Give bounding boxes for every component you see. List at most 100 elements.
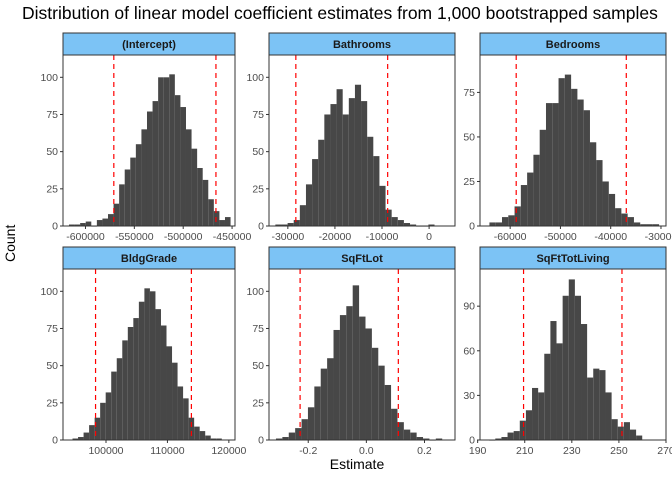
histogram-bar bbox=[314, 386, 321, 440]
histogram-bar bbox=[295, 428, 302, 440]
y-tick-label: 50 bbox=[46, 146, 58, 158]
histogram-bar bbox=[371, 347, 379, 440]
x-axis-title: Estimate bbox=[329, 456, 385, 472]
y-tick-label: 75 bbox=[46, 323, 58, 335]
histogram-bar bbox=[525, 410, 533, 440]
histogram-bar bbox=[495, 222, 502, 226]
x-tick-label: -10000 bbox=[366, 231, 399, 243]
histogram-bar bbox=[354, 84, 362, 226]
histogram-bar bbox=[281, 224, 288, 226]
histogram-bar bbox=[608, 193, 616, 226]
facet-strip-label: Bedrooms bbox=[546, 39, 600, 51]
y-tick-label: 0 bbox=[469, 435, 475, 447]
histogram-bar bbox=[384, 384, 392, 440]
y-tick-label: 25 bbox=[46, 183, 58, 195]
y-tick-label: 100 bbox=[246, 286, 264, 298]
histogram-bar bbox=[550, 321, 557, 440]
histogram-bar bbox=[602, 181, 609, 226]
x-tick-label: -500000 bbox=[164, 231, 203, 243]
histogram-bar bbox=[318, 139, 325, 226]
histogram-bar bbox=[589, 142, 597, 226]
histogram-bar bbox=[587, 377, 594, 440]
histogram-bar bbox=[199, 431, 206, 440]
histogram-bar bbox=[577, 99, 584, 226]
histogram-bar bbox=[373, 156, 380, 226]
x-tick-label: -0.2 bbox=[299, 445, 317, 457]
histogram-bar bbox=[177, 386, 184, 440]
histogram-bar bbox=[72, 438, 79, 440]
facet-strip-label: SqFtTotLiving bbox=[536, 253, 609, 265]
histogram-bar bbox=[324, 114, 331, 226]
histogram-bar bbox=[514, 206, 521, 226]
histogram-bar bbox=[352, 285, 360, 440]
histogram-bar bbox=[596, 160, 603, 226]
panel-border bbox=[479, 268, 667, 441]
histogram-bar bbox=[287, 223, 294, 226]
y-tick-label: 50 bbox=[252, 360, 264, 372]
histogram-bar bbox=[633, 222, 641, 226]
histogram-bar bbox=[138, 301, 145, 440]
histogram-bar bbox=[197, 168, 203, 226]
histogram-bar bbox=[416, 437, 424, 440]
histogram-bar bbox=[629, 429, 637, 440]
y-tick-label: 25 bbox=[252, 183, 264, 195]
histogram-bar bbox=[342, 114, 349, 226]
histogram-bar bbox=[627, 217, 634, 226]
panel-border bbox=[62, 268, 236, 441]
y-tick-label: 75 bbox=[252, 323, 264, 335]
histogram-bar bbox=[320, 368, 328, 440]
histogram-bar bbox=[423, 438, 430, 440]
histogram-bar bbox=[293, 220, 300, 226]
x-tick-label: -550000 bbox=[115, 231, 154, 243]
y-tick-label: 25 bbox=[463, 176, 475, 188]
histogram-bar bbox=[410, 432, 417, 440]
histogram-bar bbox=[80, 223, 86, 226]
y-tick-label: 25 bbox=[46, 397, 58, 409]
histogram-bar bbox=[599, 370, 606, 440]
histogram-bar bbox=[275, 224, 282, 226]
histogram-bar bbox=[188, 417, 195, 440]
histogram-bar bbox=[288, 432, 296, 440]
histogram-bar bbox=[519, 420, 526, 440]
histogram-bar bbox=[163, 77, 170, 226]
histogram-bar bbox=[538, 392, 545, 440]
y-tick-label: 50 bbox=[46, 360, 58, 372]
histogram-bar bbox=[169, 74, 175, 226]
histogram-bar bbox=[605, 392, 612, 440]
facet-strip-label: SqFtLot bbox=[341, 253, 383, 265]
histogram-bar bbox=[183, 398, 189, 440]
histogram-bar bbox=[89, 425, 95, 440]
histogram-bar bbox=[208, 199, 214, 226]
histogram-bar bbox=[108, 214, 114, 226]
histogram-bar bbox=[636, 435, 643, 440]
histogram-bar bbox=[219, 220, 225, 226]
histogram-bar bbox=[312, 159, 319, 226]
y-tick-label: 30 bbox=[463, 390, 475, 402]
histogram-bar bbox=[113, 203, 120, 226]
histogram-bar bbox=[127, 326, 134, 440]
x-tick-label: 110000 bbox=[150, 445, 184, 457]
histogram-bar bbox=[564, 74, 572, 226]
x-tick-label: 100000 bbox=[88, 445, 123, 457]
histogram-bar bbox=[180, 107, 186, 226]
histogram-bar bbox=[339, 315, 347, 440]
histogram-bar bbox=[116, 358, 123, 440]
histogram-bar bbox=[359, 316, 366, 440]
histogram-bar bbox=[122, 340, 128, 440]
histogram-bar bbox=[174, 95, 181, 226]
y-tick-label: 75 bbox=[463, 87, 475, 99]
x-tick-label: -20000 bbox=[319, 231, 352, 243]
histogram-bar bbox=[144, 288, 150, 440]
histogram-bar bbox=[96, 220, 103, 226]
histogram-bar bbox=[583, 110, 590, 226]
facet-strip-label: BldgGrade bbox=[121, 253, 177, 265]
histogram-bar bbox=[520, 185, 528, 226]
histogram-bar bbox=[69, 224, 75, 226]
histogram-bar bbox=[623, 422, 630, 440]
x-tick-label: -40000 bbox=[594, 231, 627, 243]
y-tick-label: 90 bbox=[463, 301, 475, 313]
y-tick-label: 60 bbox=[463, 345, 475, 357]
histogram-bar bbox=[105, 392, 112, 440]
histogram-bar bbox=[305, 184, 313, 226]
panel-border bbox=[479, 54, 667, 227]
